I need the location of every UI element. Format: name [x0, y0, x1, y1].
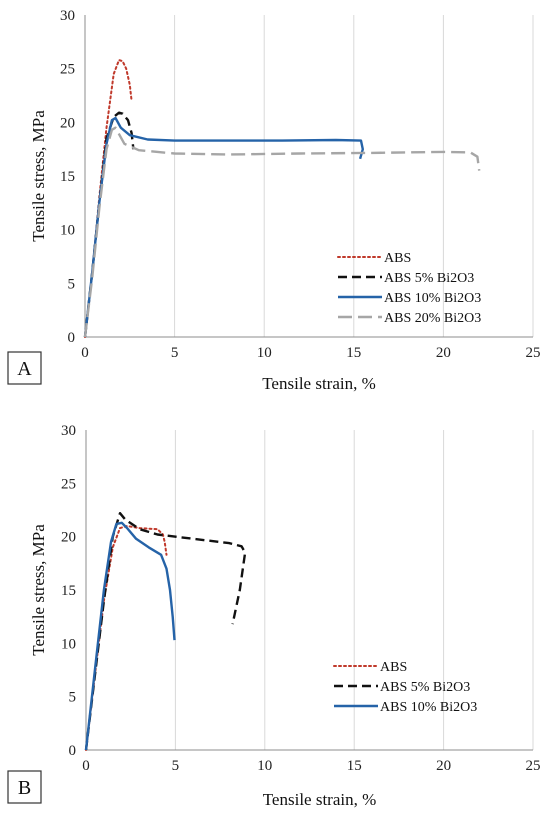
- y-tick-label: 0: [68, 330, 76, 346]
- x-tick-label: 10: [257, 345, 272, 361]
- y-tick-label: 15: [61, 583, 76, 599]
- x-tick-label: 10: [257, 758, 272, 774]
- y-tick-label: 10: [60, 223, 75, 239]
- x-tick-label: 0: [82, 758, 90, 774]
- series-line-2: [84, 521, 176, 751]
- x-tick-label: 0: [81, 345, 89, 361]
- chart-panel-b: 0 5 10 15 20 25 30 0 5 10 15 20 25 Tensile strain, % T…: [7, 423, 541, 809]
- series-line-1: [84, 512, 247, 751]
- panel-label-box: [7, 351, 42, 385]
- legend-label: ABS 10% Bi2O3: [380, 700, 477, 715]
- y-tick-label: 20: [61, 530, 76, 546]
- x-tick-label: 20: [436, 758, 451, 774]
- legend-label: ABS: [380, 660, 407, 675]
- x-tick-label: 15: [347, 758, 362, 774]
- legend-label: ABS 20% Bi2O3: [384, 311, 481, 326]
- legend-label: ABS: [384, 251, 411, 266]
- legend-label: ABS 5% Bi2O3: [384, 271, 474, 286]
- y-tick-label: 20: [60, 115, 75, 131]
- series-line-3: [83, 126, 481, 338]
- x-tick-label: 5: [172, 758, 180, 774]
- legend-label: ABS 10% Bi2O3: [384, 291, 481, 306]
- y-tick-label: 5: [68, 276, 76, 292]
- y-tick-label: 30: [60, 8, 75, 24]
- panel-label-box: [7, 770, 42, 804]
- y-tick-label: 25: [60, 62, 75, 78]
- panel-label: A: [17, 358, 32, 380]
- x-tick-label: 25: [526, 345, 541, 361]
- x-tick-label: 25: [526, 758, 541, 774]
- panel-label: B: [18, 777, 31, 799]
- x-axis-title: Tensile strain, %: [263, 790, 377, 809]
- x-tick-label: 5: [171, 345, 179, 361]
- y-tick-label: 25: [61, 476, 76, 492]
- y-axis-title: Tensile stress, MPa: [29, 110, 48, 242]
- series-line-1: [83, 111, 135, 338]
- y-tick-label: 15: [60, 169, 75, 185]
- series-line-2: [83, 116, 364, 338]
- x-tick-label: 20: [436, 345, 451, 361]
- y-tick-label: 30: [61, 423, 76, 439]
- legend-label: ABS 5% Bi2O3: [380, 680, 470, 695]
- y-tick-label: 5: [69, 690, 77, 706]
- chart-panel-a: 0 5 10 15 20 25 30 0 5 10 15 20 25 Tensile strain, % T…: [7, 8, 541, 393]
- y-tick-label: 10: [61, 636, 76, 652]
- series-line-0: [84, 59, 133, 338]
- y-tick-label: 0: [69, 743, 77, 759]
- y-axis-title: Tensile stress, MPa: [29, 524, 48, 656]
- x-tick-label: 15: [346, 345, 361, 361]
- x-axis-title: Tensile strain, %: [262, 374, 376, 393]
